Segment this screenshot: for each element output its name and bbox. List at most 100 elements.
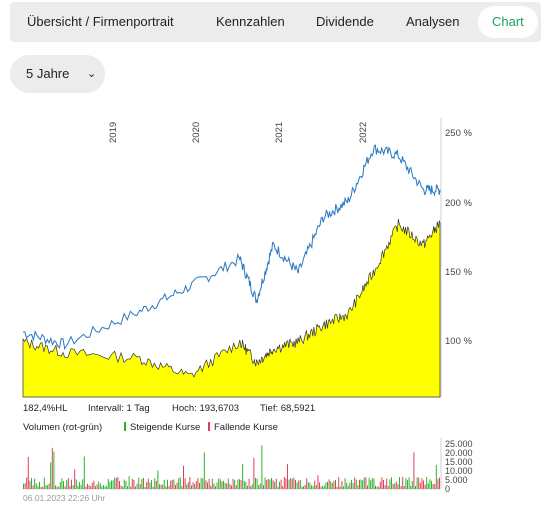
volume-bar bbox=[106, 485, 108, 489]
volume-bar bbox=[287, 464, 288, 489]
volume-bar bbox=[347, 485, 349, 489]
volume-bar bbox=[195, 481, 197, 489]
volume-bar bbox=[312, 486, 314, 489]
volume-bar bbox=[250, 486, 252, 489]
volume-bar bbox=[234, 480, 236, 489]
volume-bar bbox=[215, 486, 216, 489]
volume-bar bbox=[301, 486, 303, 489]
volume-bar bbox=[306, 478, 308, 489]
volume-bar bbox=[194, 483, 196, 489]
volume-bar bbox=[376, 486, 378, 489]
volume-bar bbox=[280, 479, 282, 489]
volume-bar bbox=[375, 485, 376, 489]
volume-bar bbox=[34, 478, 36, 489]
volume-bar bbox=[149, 482, 151, 489]
volume-bar bbox=[355, 479, 357, 489]
volume-bar bbox=[213, 483, 215, 489]
volume-bar bbox=[91, 482, 93, 489]
volume-bar bbox=[424, 484, 426, 489]
volume-bar bbox=[79, 482, 80, 489]
volume-bar bbox=[189, 477, 191, 489]
vol-tick-10000: 10.000 bbox=[445, 466, 473, 476]
tab-chart[interactable]: Chart bbox=[478, 6, 538, 38]
volume-bar bbox=[141, 478, 143, 489]
volume-bar bbox=[227, 478, 229, 489]
volume-bar bbox=[395, 481, 397, 489]
volume-bar bbox=[69, 485, 71, 489]
volume-bar bbox=[394, 483, 396, 489]
volume-bar bbox=[427, 483, 429, 489]
volume-bar bbox=[109, 481, 111, 489]
volume-bar bbox=[325, 482, 327, 489]
volume-bar bbox=[167, 479, 168, 489]
volume-bar bbox=[90, 486, 92, 489]
volume-bar bbox=[114, 477, 116, 489]
volume-bar bbox=[74, 469, 76, 489]
volume-bar bbox=[144, 487, 146, 489]
period-dropdown[interactable]: 5 Jahre ⌄ bbox=[10, 55, 105, 93]
volume-bar bbox=[211, 478, 213, 489]
volume-bar bbox=[384, 485, 386, 489]
period-value: 5 Jahre bbox=[26, 66, 70, 81]
volume-bar bbox=[264, 477, 266, 489]
volume-bar bbox=[45, 485, 47, 489]
volume-bar bbox=[315, 484, 317, 489]
tab-kennzahlen[interactable]: Kennzahlen bbox=[216, 14, 285, 29]
volume-bar bbox=[139, 484, 141, 489]
volume-bar bbox=[127, 486, 128, 489]
volume-bar bbox=[200, 477, 202, 489]
volume-bars bbox=[23, 445, 440, 489]
volume-bar bbox=[261, 445, 263, 489]
volume-bar bbox=[207, 482, 208, 489]
volume-bar bbox=[343, 486, 344, 489]
volume-bar bbox=[50, 462, 52, 489]
vol-tick-20000: 20.000 bbox=[445, 448, 473, 458]
volume-bar bbox=[426, 477, 428, 489]
volume-bar bbox=[357, 485, 359, 489]
volume-bar bbox=[95, 486, 96, 489]
volume-bar bbox=[176, 482, 178, 489]
volume-bar bbox=[403, 485, 405, 489]
tab-dividende[interactable]: Dividende bbox=[316, 14, 374, 29]
volume-bar bbox=[235, 485, 237, 489]
tab-bar: Übersicht / Firmenportrait Kennzahlen Di… bbox=[10, 2, 541, 42]
volume-bar bbox=[80, 484, 82, 489]
volume-bar bbox=[83, 456, 85, 489]
volume-bar bbox=[271, 478, 272, 489]
volume-bar bbox=[415, 486, 416, 489]
y-tick-200: 200 % bbox=[445, 198, 472, 209]
volume-bar bbox=[187, 482, 189, 489]
volume-bar bbox=[59, 482, 61, 489]
volume-bar bbox=[35, 483, 37, 489]
volume-bar bbox=[402, 477, 404, 489]
volume-bar bbox=[351, 479, 352, 489]
volume-bar bbox=[147, 478, 149, 489]
volume-bar bbox=[397, 484, 399, 489]
stat-interval: Intervall: 1 Tag bbox=[88, 403, 150, 414]
volume-bar bbox=[165, 486, 167, 489]
volume-bar bbox=[157, 470, 159, 489]
volume-bar bbox=[408, 477, 410, 489]
tab-overview[interactable]: Übersicht / Firmenportrait bbox=[27, 14, 174, 29]
volume-bar bbox=[24, 483, 26, 489]
line-series bbox=[22, 144, 441, 351]
volume-bar bbox=[344, 478, 346, 489]
rising-legend-label: Steigende Kurse bbox=[130, 422, 200, 433]
volume-bar bbox=[175, 485, 176, 489]
volume-bar bbox=[251, 484, 253, 489]
volume-bar bbox=[435, 464, 437, 489]
volume-bar bbox=[255, 477, 256, 489]
volume-bar bbox=[386, 478, 388, 489]
volume-bar bbox=[336, 486, 338, 489]
tab-analysen[interactable]: Analysen bbox=[406, 14, 460, 29]
volume-bar bbox=[152, 486, 154, 489]
volume-bar bbox=[93, 480, 95, 489]
volume-bar bbox=[256, 478, 258, 489]
volume-bar bbox=[58, 486, 60, 489]
volume-bar bbox=[171, 479, 173, 489]
volume-bar bbox=[327, 481, 328, 489]
volume-bar bbox=[320, 486, 322, 489]
vol-tick-15000: 15.000 bbox=[445, 457, 473, 467]
volume-bar bbox=[101, 486, 103, 489]
volume-bar bbox=[341, 481, 343, 489]
